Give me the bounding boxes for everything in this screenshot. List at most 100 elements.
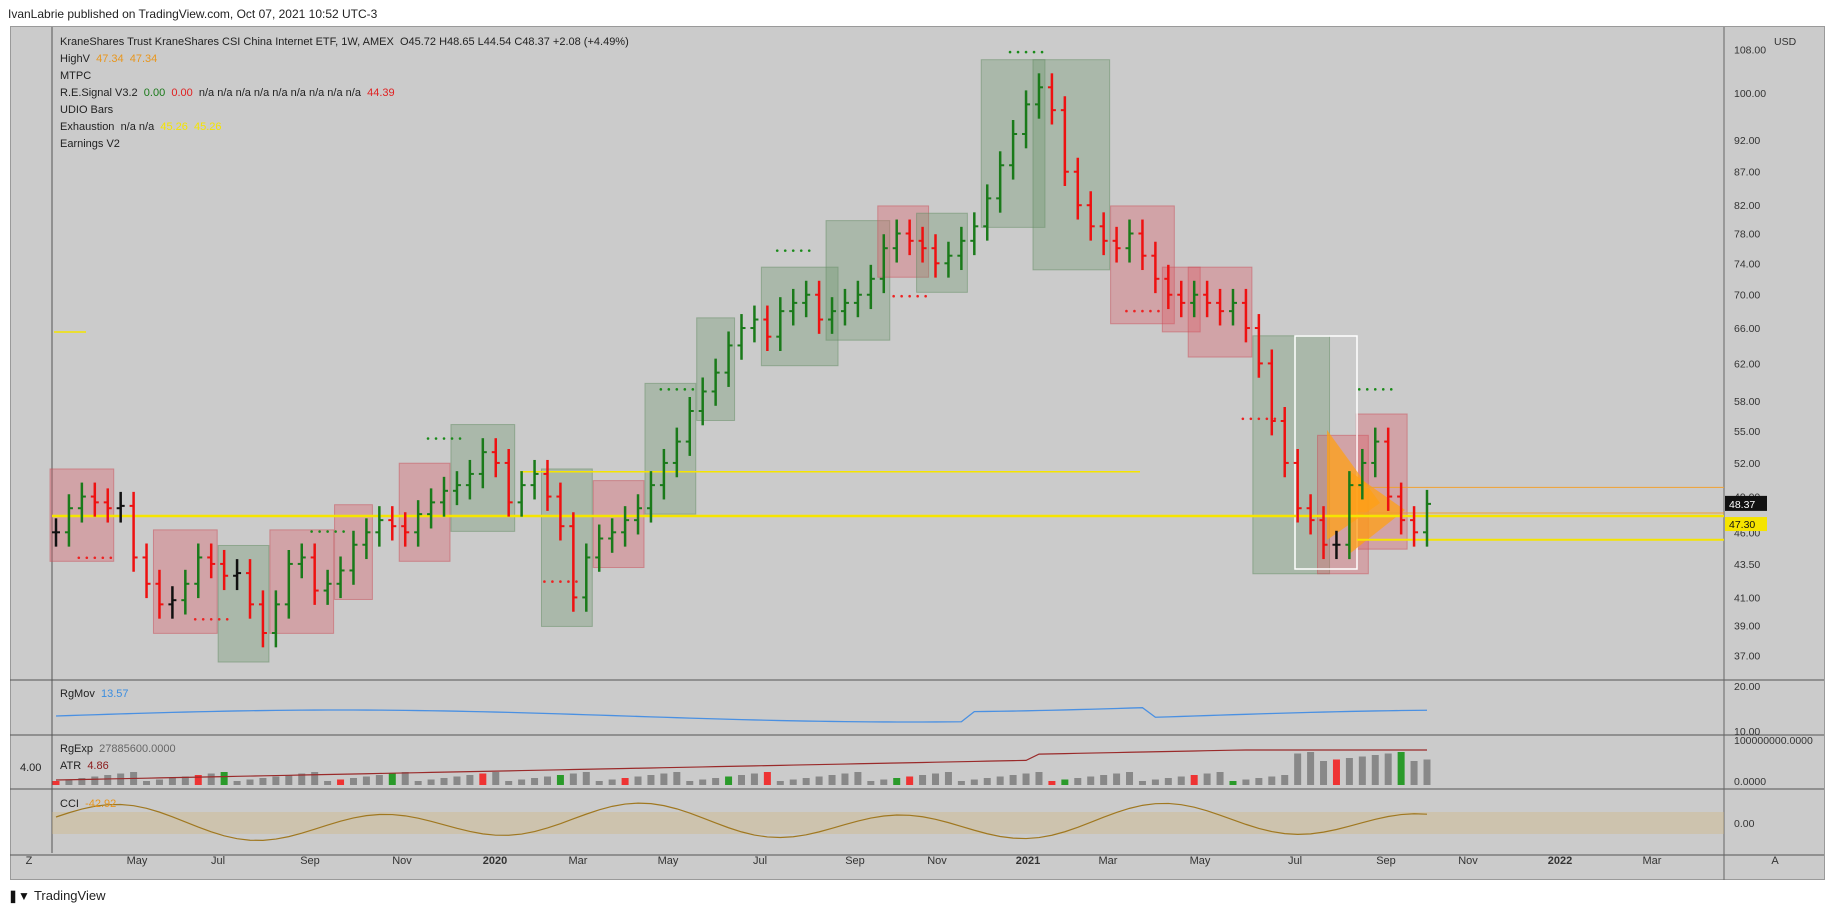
signal-dot <box>458 437 462 440</box>
cci-line <box>55 802 1428 841</box>
cci-legend[interactable]: CCI -42.92 <box>60 798 117 810</box>
volume-bar <box>388 773 396 785</box>
volume-bar <box>52 781 60 785</box>
udio-zone-box <box>540 468 593 627</box>
signal-dot <box>342 530 345 533</box>
signal-dot <box>892 294 895 298</box>
volume-bar <box>207 773 215 785</box>
volume-bar <box>492 772 500 785</box>
legend-change: +2.08 (+4.49%) <box>552 36 629 48</box>
volume-bar <box>440 778 448 785</box>
signal-dot <box>1257 417 1261 421</box>
time-tick-label: Sep <box>300 855 320 867</box>
volume-bar <box>996 776 1004 785</box>
volume-bar <box>298 773 306 785</box>
auto-scale-button[interactable]: A <box>1771 855 1779 867</box>
volume-bar <box>155 779 163 785</box>
volume-bar <box>1061 779 1069 785</box>
rgmov-line <box>55 707 1428 723</box>
price-tick-label: 62.00 <box>1734 358 1760 370</box>
time-tick-label: Mar <box>569 855 588 867</box>
volume-bar <box>401 772 409 785</box>
signal-dot <box>442 437 446 440</box>
time-tick-label: Jul <box>1288 855 1302 867</box>
legend-earnings[interactable]: Earnings V2 <box>60 138 120 150</box>
signal-dot <box>101 556 105 560</box>
volume-bar <box>1100 775 1108 785</box>
volume-bar <box>815 776 823 785</box>
time-tick-label: Mar <box>1099 855 1118 867</box>
time-tick-label: Sep <box>845 855 865 867</box>
highv-price-label: 47.30 <box>1729 519 1755 531</box>
volume-bar <box>349 778 357 785</box>
signal-dot <box>783 249 787 252</box>
legend-exhaustion[interactable]: Exhaustion n/a n/a 45.26 45.26 <box>60 121 222 133</box>
volume-bar <box>776 781 784 785</box>
signal-dot <box>193 618 197 621</box>
signal-dot <box>691 388 695 391</box>
volume-bar <box>712 778 720 785</box>
udio-zone-box <box>916 212 968 293</box>
signal-dot <box>1373 388 1377 391</box>
volume-bar <box>582 772 590 785</box>
volume-bar <box>220 772 228 785</box>
currency-label: USD <box>1774 36 1797 48</box>
cci-tick-label: 0.00 <box>1734 818 1755 830</box>
volume-bar <box>841 773 849 785</box>
udio-zone-box <box>398 462 451 562</box>
legend-udio[interactable]: UDIO Bars <box>60 104 114 116</box>
volume-bar <box>1410 761 1418 785</box>
volume-bar <box>1048 781 1056 785</box>
volume-bar <box>531 778 539 785</box>
price-tick-label: 70.00 <box>1734 290 1760 302</box>
time-tick-label: Sep <box>1376 855 1396 867</box>
footer-brand[interactable]: ❚▼ TradingView <box>8 888 105 903</box>
time-tick-label: 2022 <box>1548 855 1572 867</box>
volume-bar <box>1151 779 1159 785</box>
volume-bar <box>285 775 293 785</box>
rgmov-legend[interactable]: RgMov 13.57 <box>60 688 129 700</box>
signal-dot <box>1273 417 1277 421</box>
legend-highv[interactable]: HighV 47.34 47.34 <box>60 53 158 65</box>
price-tick-label: 78.00 <box>1734 229 1760 241</box>
atr-legend[interactable]: ATR 4.86 <box>60 760 109 772</box>
legend-resignal[interactable]: R.E.Signal V3.2 0.00 0.00 n/a n/a n/a n/… <box>60 87 395 99</box>
tradingview-logo-icon: ❚▼ <box>8 888 30 903</box>
price-tick-label: 41.00 <box>1734 592 1760 604</box>
signal-dot <box>85 556 89 560</box>
volume-bar <box>957 781 965 785</box>
udio-zone-box <box>760 266 839 367</box>
volume-bar <box>1009 775 1017 785</box>
volume-bar <box>375 775 383 785</box>
volume-bar <box>660 773 668 785</box>
volume-bar <box>854 772 862 785</box>
zoom-button[interactable]: Z <box>26 855 33 867</box>
volume-bar <box>466 775 474 785</box>
signal-dot <box>575 580 578 583</box>
time-tick-label: May <box>1190 855 1211 867</box>
volume-bar <box>518 779 526 785</box>
volume-bar <box>543 776 551 785</box>
volume-bar <box>1087 776 1095 785</box>
volume-bar <box>802 778 810 785</box>
signal-dot <box>93 556 97 560</box>
rgexp-legend[interactable]: RgExp 27885600.0000 <box>60 743 176 755</box>
volume-bar <box>194 775 202 785</box>
volume-bar <box>1371 755 1379 785</box>
price-tick-label: 92.00 <box>1734 135 1760 147</box>
volume-tick-label: 0.0000 <box>1734 776 1766 788</box>
volume-bar <box>246 779 254 785</box>
signal-dot <box>807 249 811 252</box>
volume-bar <box>1203 773 1211 785</box>
volume-bar <box>337 779 345 785</box>
signal-dot <box>109 556 113 560</box>
signal-dot <box>543 580 546 583</box>
volume-bar <box>1255 778 1263 785</box>
volume-bar <box>1242 779 1250 785</box>
legend-mtpc[interactable]: MTPC <box>60 70 92 82</box>
volume-bar <box>1307 752 1315 785</box>
signal-dot <box>775 249 779 252</box>
time-tick-label: Jul <box>753 855 767 867</box>
volume-bar <box>750 773 758 785</box>
